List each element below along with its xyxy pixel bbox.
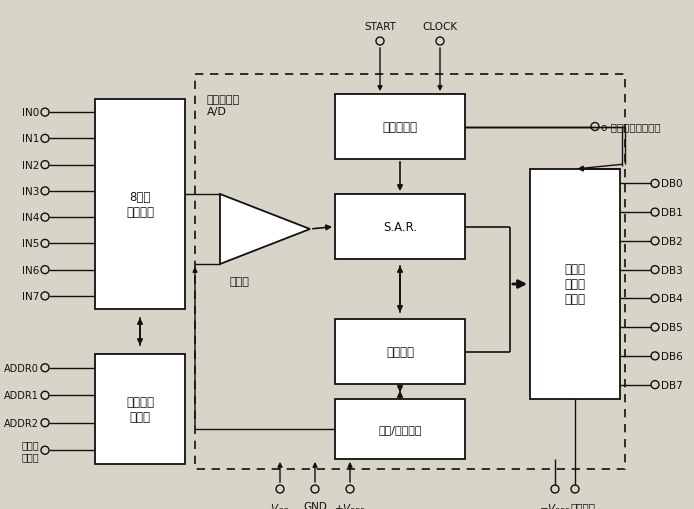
Text: IN4: IN4 xyxy=(22,213,39,222)
Text: GND: GND xyxy=(303,501,327,509)
Text: 输出使能: 输出使能 xyxy=(570,501,595,509)
Bar xyxy=(95,354,185,464)
Text: ADDR0: ADDR0 xyxy=(4,363,39,373)
Bar xyxy=(195,75,625,469)
Bar xyxy=(335,399,465,459)
Text: 并关三态: 并关三态 xyxy=(386,345,414,358)
Text: 比较器: 比较器 xyxy=(230,276,250,287)
Bar xyxy=(335,319,465,384)
Text: DB6: DB6 xyxy=(661,351,683,361)
Text: IN7: IN7 xyxy=(22,291,39,301)
Text: CLOCK: CLOCK xyxy=(423,22,457,32)
Text: DB0: DB0 xyxy=(661,179,683,189)
Text: IN0: IN0 xyxy=(22,108,39,118)
Bar xyxy=(95,100,185,309)
Text: 地址锁
存使能: 地址锁 存使能 xyxy=(22,440,39,461)
Text: DB2: DB2 xyxy=(661,236,683,246)
Text: 有采样保持
A/D: 有采样保持 A/D xyxy=(207,95,240,117)
Text: 地址锁存
和解码: 地址锁存 和解码 xyxy=(126,395,154,423)
Text: IN3: IN3 xyxy=(22,186,39,196)
Text: ADDR2: ADDR2 xyxy=(4,418,39,428)
Text: DB3: DB3 xyxy=(661,265,683,275)
Bar xyxy=(530,169,620,399)
Polygon shape xyxy=(220,194,310,265)
Text: $V_{CC}$: $V_{CC}$ xyxy=(271,501,289,509)
Text: ADDR1: ADDR1 xyxy=(4,390,39,401)
Text: IN5: IN5 xyxy=(22,239,39,249)
Text: IN2: IN2 xyxy=(22,160,39,171)
Text: DB7: DB7 xyxy=(661,380,683,390)
Text: DB1: DB1 xyxy=(661,208,683,218)
Text: START: START xyxy=(364,22,396,32)
Text: IN6: IN6 xyxy=(22,265,39,275)
Bar xyxy=(335,95,465,160)
Text: $+V_{REF}$: $+V_{REF}$ xyxy=(335,501,366,509)
Text: S.A.R.: S.A.R. xyxy=(383,220,417,234)
Text: 电容/电阻阵列: 电容/电阻阵列 xyxy=(378,424,422,434)
Text: $-V_{REF}$: $-V_{REF}$ xyxy=(539,501,571,509)
Text: DB4: DB4 xyxy=(661,294,683,304)
Text: DB5: DB5 xyxy=(661,323,683,332)
Text: o 转换结束（中断）: o 转换结束（中断） xyxy=(601,122,661,132)
Text: IN1: IN1 xyxy=(22,134,39,144)
Text: 三态输
出锁存
缓冲器: 三态输 出锁存 缓冲器 xyxy=(564,263,586,306)
Bar xyxy=(335,194,465,260)
Text: 8通道
多路开关: 8通道 多路开关 xyxy=(126,191,154,218)
Text: 控制和时序: 控制和时序 xyxy=(382,121,418,134)
